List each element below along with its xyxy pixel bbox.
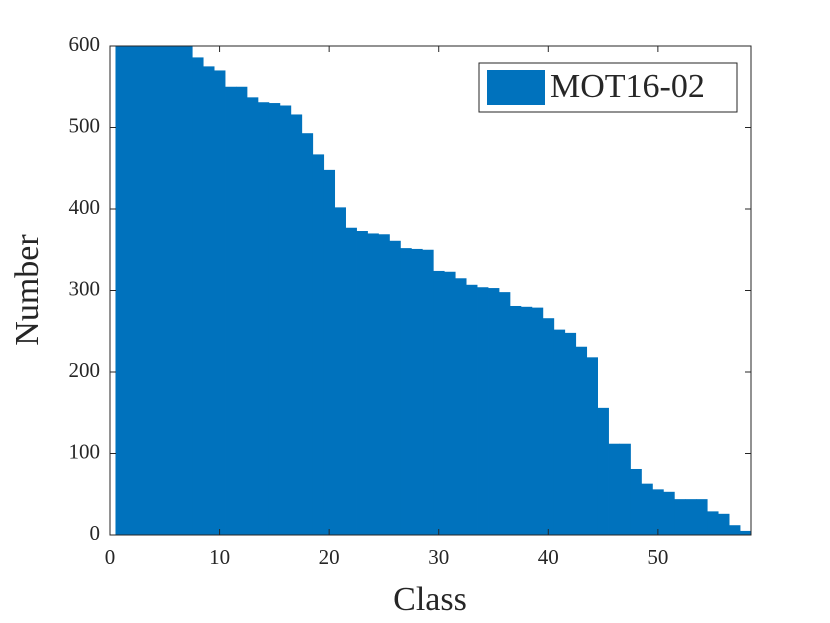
bar <box>707 511 719 535</box>
x-tick-label: 30 <box>428 545 449 569</box>
legend-label: MOT16-02 <box>550 68 705 105</box>
bar <box>159 46 171 535</box>
bar <box>389 240 401 535</box>
bar <box>520 306 533 535</box>
bar <box>225 86 237 535</box>
legend: MOT16-02 <box>478 62 738 113</box>
bar <box>630 468 642 535</box>
bar <box>192 57 204 535</box>
x-tick-label: 40 <box>538 545 559 569</box>
bar <box>367 233 379 535</box>
bar <box>444 271 456 535</box>
bar <box>257 102 270 535</box>
bar <box>181 46 193 535</box>
y-tick-label: 400 <box>69 195 101 219</box>
bar <box>685 499 697 535</box>
bar <box>718 513 730 535</box>
x-tick-label: 20 <box>319 545 340 569</box>
bar <box>279 105 292 535</box>
bar <box>608 443 620 535</box>
bar <box>619 443 631 535</box>
y-tick-label: 500 <box>69 113 101 137</box>
bar <box>334 207 346 535</box>
bar <box>641 483 653 535</box>
bar <box>236 86 248 535</box>
bar <box>203 66 215 535</box>
bar <box>214 70 226 535</box>
bar <box>345 227 357 535</box>
x-tick-label: 50 <box>647 545 668 569</box>
bar <box>542 318 555 535</box>
bar <box>663 491 675 535</box>
bar <box>488 288 500 535</box>
bar <box>400 248 412 535</box>
bar <box>170 46 182 535</box>
bar <box>148 46 160 535</box>
bar <box>674 499 686 535</box>
legend-swatch <box>487 70 545 105</box>
bar <box>433 270 445 535</box>
bar <box>740 530 751 535</box>
bar <box>323 169 336 535</box>
bar <box>652 489 664 535</box>
bar <box>115 46 127 535</box>
bar <box>477 287 489 535</box>
bar <box>378 234 390 535</box>
y-tick-label: 600 <box>69 32 101 56</box>
bar <box>268 103 281 535</box>
bar <box>356 231 368 535</box>
x-tick-label: 10 <box>209 545 230 569</box>
bar <box>301 133 314 535</box>
y-tick-label: 300 <box>69 276 101 300</box>
bar <box>564 332 577 535</box>
bar <box>498 292 511 535</box>
bar <box>586 357 598 535</box>
bar <box>553 329 566 535</box>
y-tick-label: 100 <box>69 439 101 463</box>
y-tick-label: 0 <box>90 521 101 545</box>
bar <box>246 97 259 535</box>
plot-area <box>115 46 751 535</box>
bar <box>531 307 544 535</box>
y-tick-label: 200 <box>69 358 101 382</box>
x-axis-label: Class <box>393 581 467 618</box>
bar <box>137 46 149 535</box>
bar <box>422 249 434 535</box>
bar <box>411 248 423 535</box>
bar <box>455 278 467 535</box>
bar <box>597 407 609 535</box>
bar <box>466 284 478 535</box>
bar <box>126 46 138 535</box>
bar <box>509 305 522 535</box>
bar <box>696 499 708 535</box>
bar <box>729 525 741 535</box>
bar <box>575 346 588 535</box>
x-tick-label: 0 <box>105 545 116 569</box>
y-axis-label: Number <box>9 234 46 346</box>
bar <box>312 154 325 535</box>
bar <box>290 114 303 535</box>
